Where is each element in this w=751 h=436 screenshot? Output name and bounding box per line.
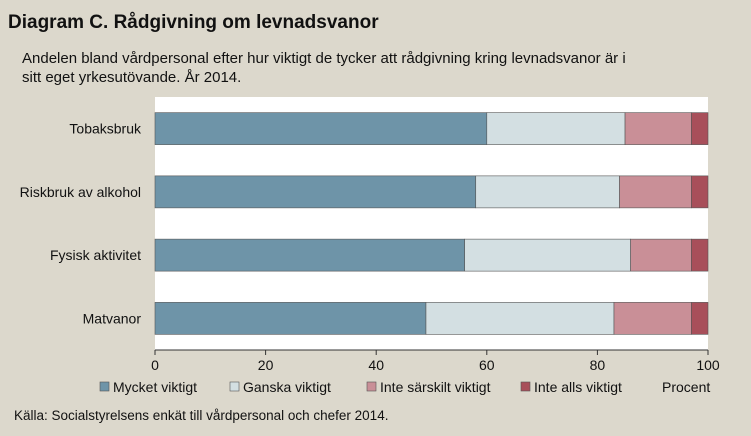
x-tick-label: 20 [258,357,274,373]
category-label: Tobaksbruk [69,121,142,137]
legend-label: Inte alls viktigt [534,379,622,395]
legend-swatch [520,381,531,392]
bar-segment [154,112,488,145]
bar-chart: Tobaksbruk Riskbruk av alkohol Fysisk akti… [20,97,720,395]
chart-title: Diagram C. Rådgivning om levnadsvanor [8,12,379,33]
x-tick-label: 40 [368,357,384,373]
source-note: Källa: Socialstyrelsens enkät till vårdp… [14,408,389,423]
legend-label: Ganska viktigt [243,379,331,395]
bar-segment [613,302,692,335]
bar-segment [154,238,465,272]
bar-segment [425,302,615,335]
x-tick-label: 0 [151,357,159,373]
bar-segment [624,112,692,145]
category-label: Matvanor [83,310,142,326]
bar-segment [154,302,427,335]
x-tick-label: 100 [696,357,720,373]
bar-segment [691,238,709,272]
bar-segment [691,302,709,335]
bar-segment [691,175,709,209]
bar-segment [630,238,692,272]
bar-segment [691,112,709,145]
bar-segment [154,175,477,209]
bar-segment [464,238,631,272]
bar-segment [486,112,626,145]
chart-subtitle: Andelen bland vårdpersonal efter hur vik… [22,50,626,86]
x-tick-label: 80 [590,357,606,373]
legend-label: Mycket viktigt [113,379,197,395]
category-label: Fysisk aktivitet [50,247,141,263]
category-label: Riskbruk av alkohol [20,184,141,200]
bar-segment [619,175,692,209]
legend-swatch [229,381,240,392]
legend-label: Inte särskilt viktigt [380,379,491,395]
x-tick-label: 60 [479,357,495,373]
legend-swatch [366,381,377,392]
legend-swatch [99,381,110,392]
bar-segment [475,175,620,209]
x-axis-label: Procent [662,379,710,395]
